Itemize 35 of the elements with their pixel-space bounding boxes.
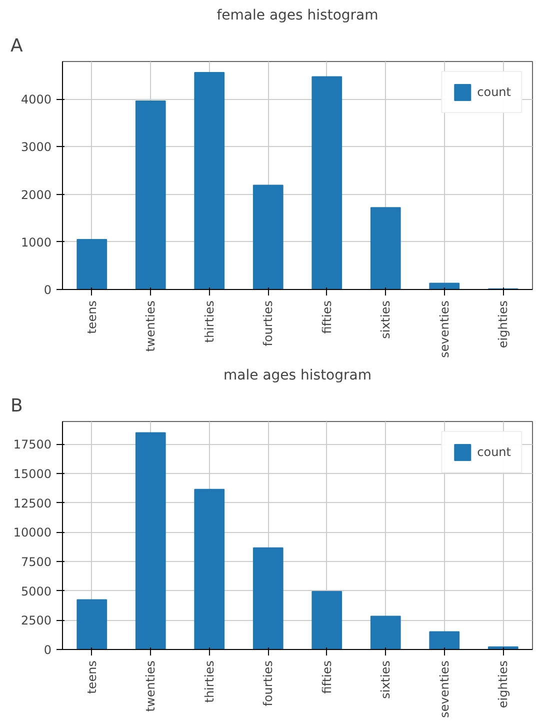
y-tick-label: 10000 <box>13 526 52 540</box>
x-tick-label: eighties <box>496 300 510 348</box>
x-tick-label: thirties <box>202 300 216 343</box>
x-tick-label: eighties <box>496 660 510 708</box>
y-tick-label: 17500 <box>13 438 52 452</box>
x-tick-label: sixties <box>378 300 393 339</box>
x-tick-label: twenties <box>144 300 158 352</box>
chart-title: male ages histogram <box>224 368 372 384</box>
x-tick-label: teens <box>84 660 99 694</box>
y-tick-label: 15000 <box>13 466 52 481</box>
x-tick-label: fifties <box>320 300 334 334</box>
y-tick-label: 12500 <box>13 496 52 510</box>
x-tick-label: fourties <box>261 660 276 706</box>
x-tick-label: sixties <box>378 660 393 699</box>
x-tick-label: fifties <box>320 660 334 694</box>
x-tick-label: twenties <box>144 660 158 712</box>
text: B <box>10 396 23 416</box>
y-tick-label: 0 <box>44 283 52 297</box>
y-tick-label: 1000 <box>20 235 52 250</box>
x-tick-label: fourties <box>261 300 276 346</box>
y-tick-label: 2500 <box>20 614 52 628</box>
legend-label: count <box>477 445 511 459</box>
legend-label: count <box>477 85 511 99</box>
y-tick-label: 3000 <box>20 140 52 154</box>
text: A <box>10 36 24 56</box>
y-tick-label: 7500 <box>20 554 52 569</box>
x-tick-label: teens <box>84 300 99 334</box>
y-tick-label: 0 <box>44 643 52 657</box>
y-tick-label: 2000 <box>20 188 52 202</box>
x-tick-label: thirties <box>202 660 216 703</box>
chart-title: female ages histogram <box>216 8 378 24</box>
y-tick-label: 5000 <box>20 584 52 598</box>
x-tick-label: seventies <box>437 300 452 358</box>
x-tick-label: seventies <box>437 660 452 718</box>
y-tick-label: 4000 <box>20 92 52 107</box>
